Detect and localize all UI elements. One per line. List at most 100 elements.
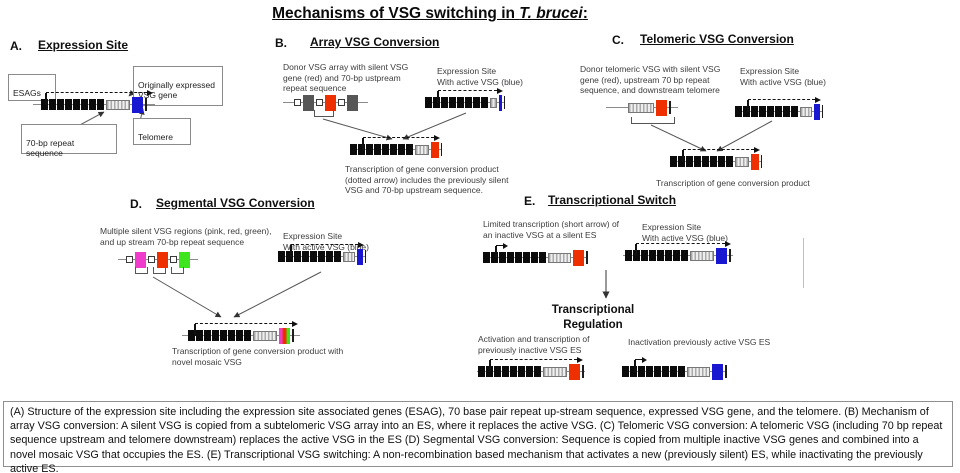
esag-box [334, 251, 341, 262]
esag-box [670, 156, 677, 167]
section-b-label: B. [275, 36, 287, 50]
esag-box [638, 366, 645, 377]
esag-box [662, 366, 669, 377]
esag-box [425, 97, 432, 108]
construct-parts [670, 146, 762, 177]
70bp-repeat-box [542, 366, 567, 377]
promoter-flag [362, 138, 364, 150]
esag-box [510, 366, 517, 377]
esag-box [783, 106, 790, 117]
promoter-flag [290, 245, 292, 257]
vsg-gene-box-red [157, 251, 168, 268]
limited-transcription-arrow [635, 359, 642, 360]
vsg-gene-box-blue [499, 94, 503, 111]
c-copy-bracket [631, 117, 675, 124]
esag-box [220, 330, 227, 341]
70bp-repeat-box [627, 102, 654, 113]
arrowhead-icon [434, 135, 440, 141]
telomere-end-bar [668, 101, 671, 114]
callout-esags-text: ESAGs [13, 87, 41, 98]
promoter-flag [437, 91, 439, 103]
esag-box [449, 97, 456, 108]
vsg-gene-box-red [655, 99, 667, 116]
telomere-end-bar [821, 105, 823, 118]
esag-box [326, 251, 333, 262]
esag-box [244, 330, 251, 341]
d-copy-bracket-red [153, 267, 166, 274]
esag-box [310, 251, 317, 262]
vsg-gene-box-green [179, 251, 190, 268]
esag-box [735, 106, 742, 117]
esag-box [767, 106, 774, 117]
telomere-end-bar [291, 329, 294, 342]
vsg-gene-box-blue [715, 247, 727, 264]
esag-genes [188, 330, 251, 341]
title-prefix: Mechanisms of VSG switching in [272, 5, 520, 22]
esag-box [791, 106, 798, 117]
construct-parts [350, 134, 442, 165]
construct-parts [622, 356, 727, 387]
promoter-flag [634, 360, 636, 372]
esag-box [775, 106, 782, 117]
esag-box [97, 99, 104, 110]
vsg-gene-box-blue [131, 96, 143, 113]
b-es-caption: Expression Site With active VSG (blue) [437, 66, 523, 87]
callout-original-vsg-text: Originally expressed VSG gene [138, 79, 216, 101]
transcription-dashed-arrow [46, 92, 147, 93]
esag-box [502, 366, 509, 377]
esag-box [473, 97, 480, 108]
esag-box [507, 252, 514, 263]
telomere-end-bar [586, 251, 588, 264]
c-product-construct [670, 146, 762, 177]
promoter-flag [635, 244, 637, 256]
arrowhead-icon [292, 321, 298, 327]
b-product-construct [350, 134, 442, 165]
title-species: T. brucei [519, 5, 583, 22]
70bp-repeat-box [105, 99, 130, 110]
e-divider-line [803, 238, 804, 288]
callout-telomere-text: Telomere [138, 131, 173, 142]
transcription-dashed-arrow [683, 149, 754, 150]
70bp-repeat-box [342, 251, 355, 262]
esag-box [483, 252, 490, 263]
esag-box [526, 366, 533, 377]
d-copy-bracket-green [171, 267, 184, 274]
callout-esags: ESAGs [8, 74, 56, 101]
arrowhead-icon [358, 242, 364, 248]
esag-genes [483, 252, 546, 263]
telomere-end-bar [144, 98, 147, 111]
esag-box [678, 156, 685, 167]
arrowhead-icon [497, 88, 503, 94]
esag-box [441, 97, 448, 108]
70bp-repeat-box [489, 97, 498, 108]
promoter-flag [682, 150, 684, 162]
esag-box [494, 366, 501, 377]
arrowhead-icon [815, 97, 821, 103]
esag-genes [735, 106, 798, 117]
esag-box [390, 144, 397, 155]
esag-box [481, 97, 488, 108]
d-product-mosaic-construct [182, 320, 300, 351]
70bp-repeat-box [734, 156, 749, 167]
repeat-square [126, 256, 133, 263]
transcription-dashed-arrow [636, 243, 725, 244]
70bp-repeat-box [689, 250, 714, 261]
vsg-gene-box-blue [712, 363, 724, 380]
vsg-gene-box-mosaic [278, 327, 290, 344]
lead-line-space [614, 107, 626, 108]
arrowhead-icon [147, 90, 153, 96]
esag-box [531, 252, 538, 263]
esag-box [236, 330, 243, 341]
esag-box [759, 106, 766, 117]
esag-box [81, 99, 88, 110]
promoter-flag [45, 93, 47, 105]
callout-70bp-repeat-text: 70-bp repeat sequence [26, 137, 75, 159]
construct-parts [33, 89, 155, 120]
callout-original-vsg: Originally expressed VSG gene [133, 66, 223, 106]
vsg-gene-box-blue [356, 248, 363, 265]
repeat-square [170, 256, 177, 263]
d-product-caption: Transcription of gene conversion product… [172, 346, 344, 367]
esag-box [302, 251, 309, 262]
section-e-heading: Transcriptional Switch [548, 193, 677, 207]
esag-box [358, 144, 365, 155]
